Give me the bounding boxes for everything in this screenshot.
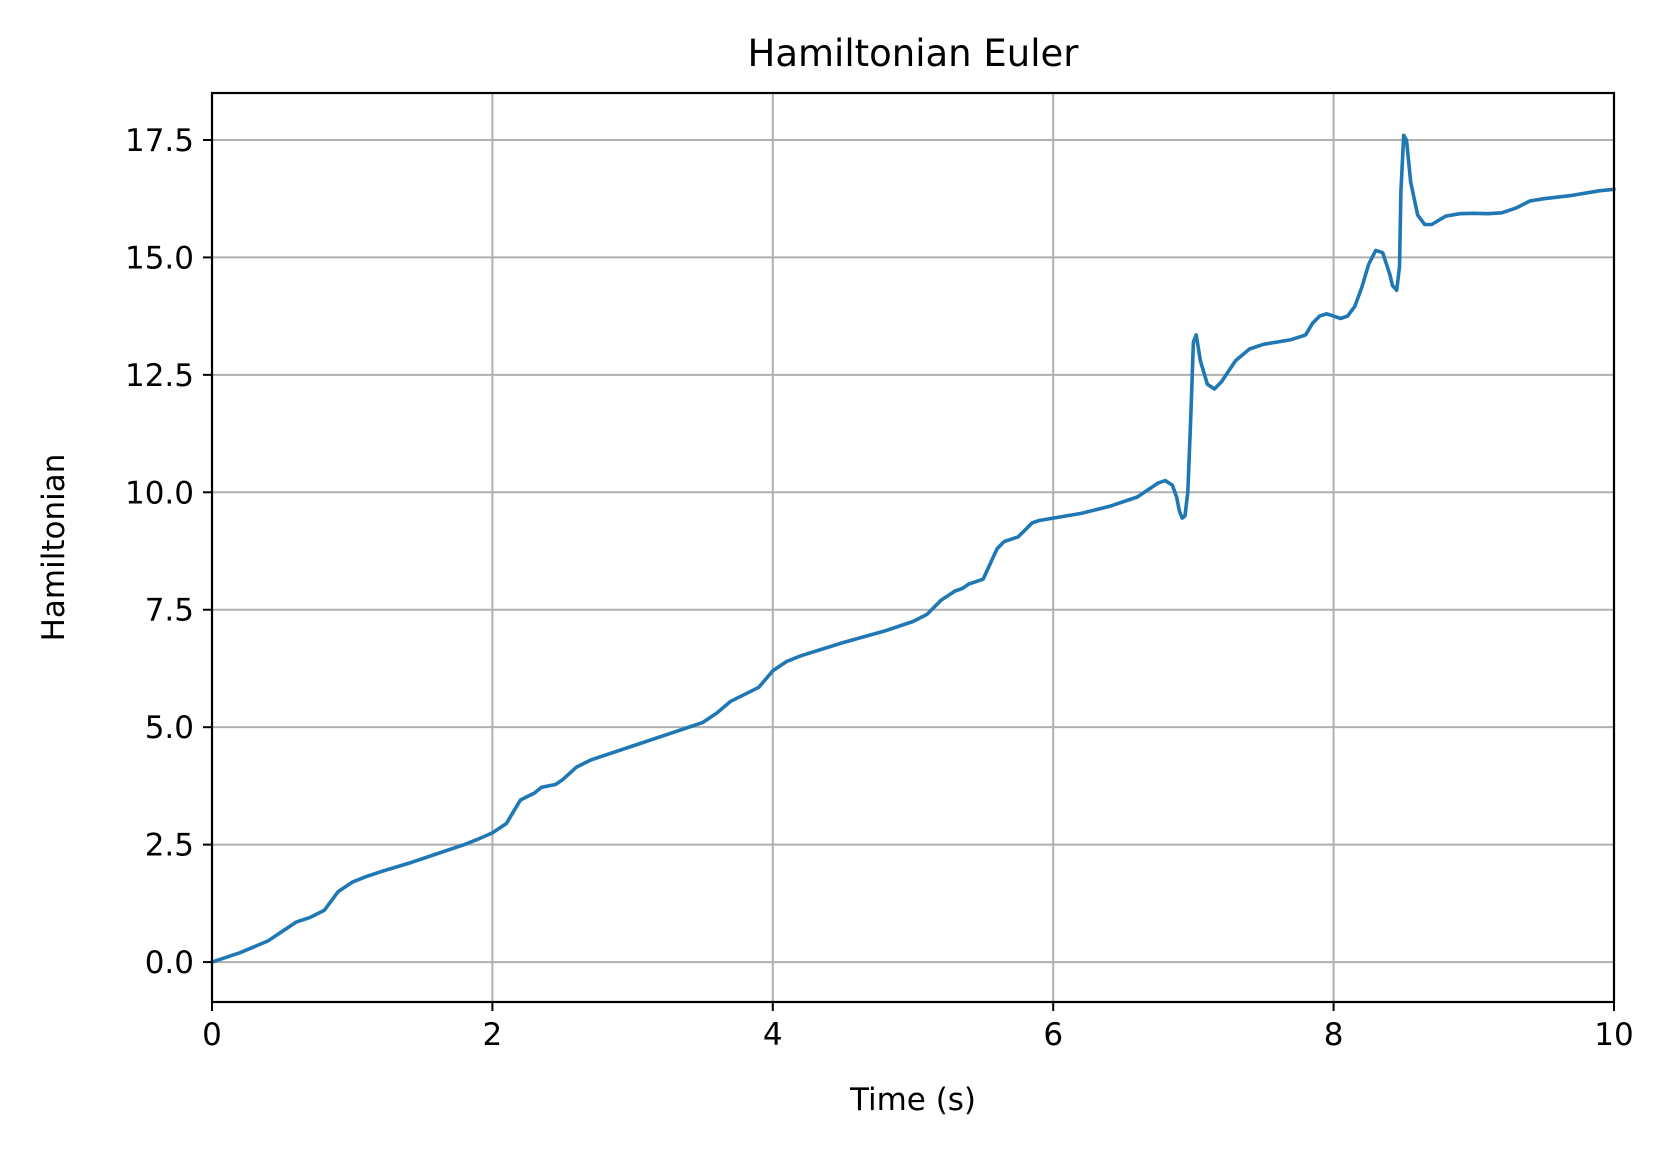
chart-title: Hamiltonian Euler [748, 32, 1080, 75]
y-tick-label: 10.0 [125, 475, 194, 511]
y-tick-label: 7.5 [145, 593, 194, 629]
x-tick-label: 8 [1324, 1017, 1344, 1053]
x-tick-label: 2 [483, 1017, 503, 1053]
x-tick-label: 0 [202, 1017, 222, 1053]
ticks: 0 2 4 6 8 10 0.0 2.5 5.0 7.5 10.0 12.5 15.0 17.5 [125, 123, 1634, 1053]
y-tick-label: 2.5 [145, 828, 194, 864]
y-tick-label: 5.0 [145, 710, 194, 746]
x-tick-label: 4 [763, 1017, 783, 1053]
y-tick-label: 17.5 [125, 123, 194, 159]
x-axis-title: Time (s) [849, 1082, 976, 1118]
series-line-0 [210, 133, 1616, 964]
y-tick-label: 0.0 [145, 945, 194, 981]
series-layer [210, 133, 1616, 964]
y-tick-label: 15.0 [125, 240, 194, 276]
x-tick-label: 10 [1594, 1017, 1633, 1053]
x-tick-label: 6 [1043, 1017, 1063, 1053]
y-axis-title: Hamiltonian [36, 454, 72, 642]
plot-frame [210, 91, 1616, 1004]
y-tick-label: 12.5 [125, 358, 194, 394]
